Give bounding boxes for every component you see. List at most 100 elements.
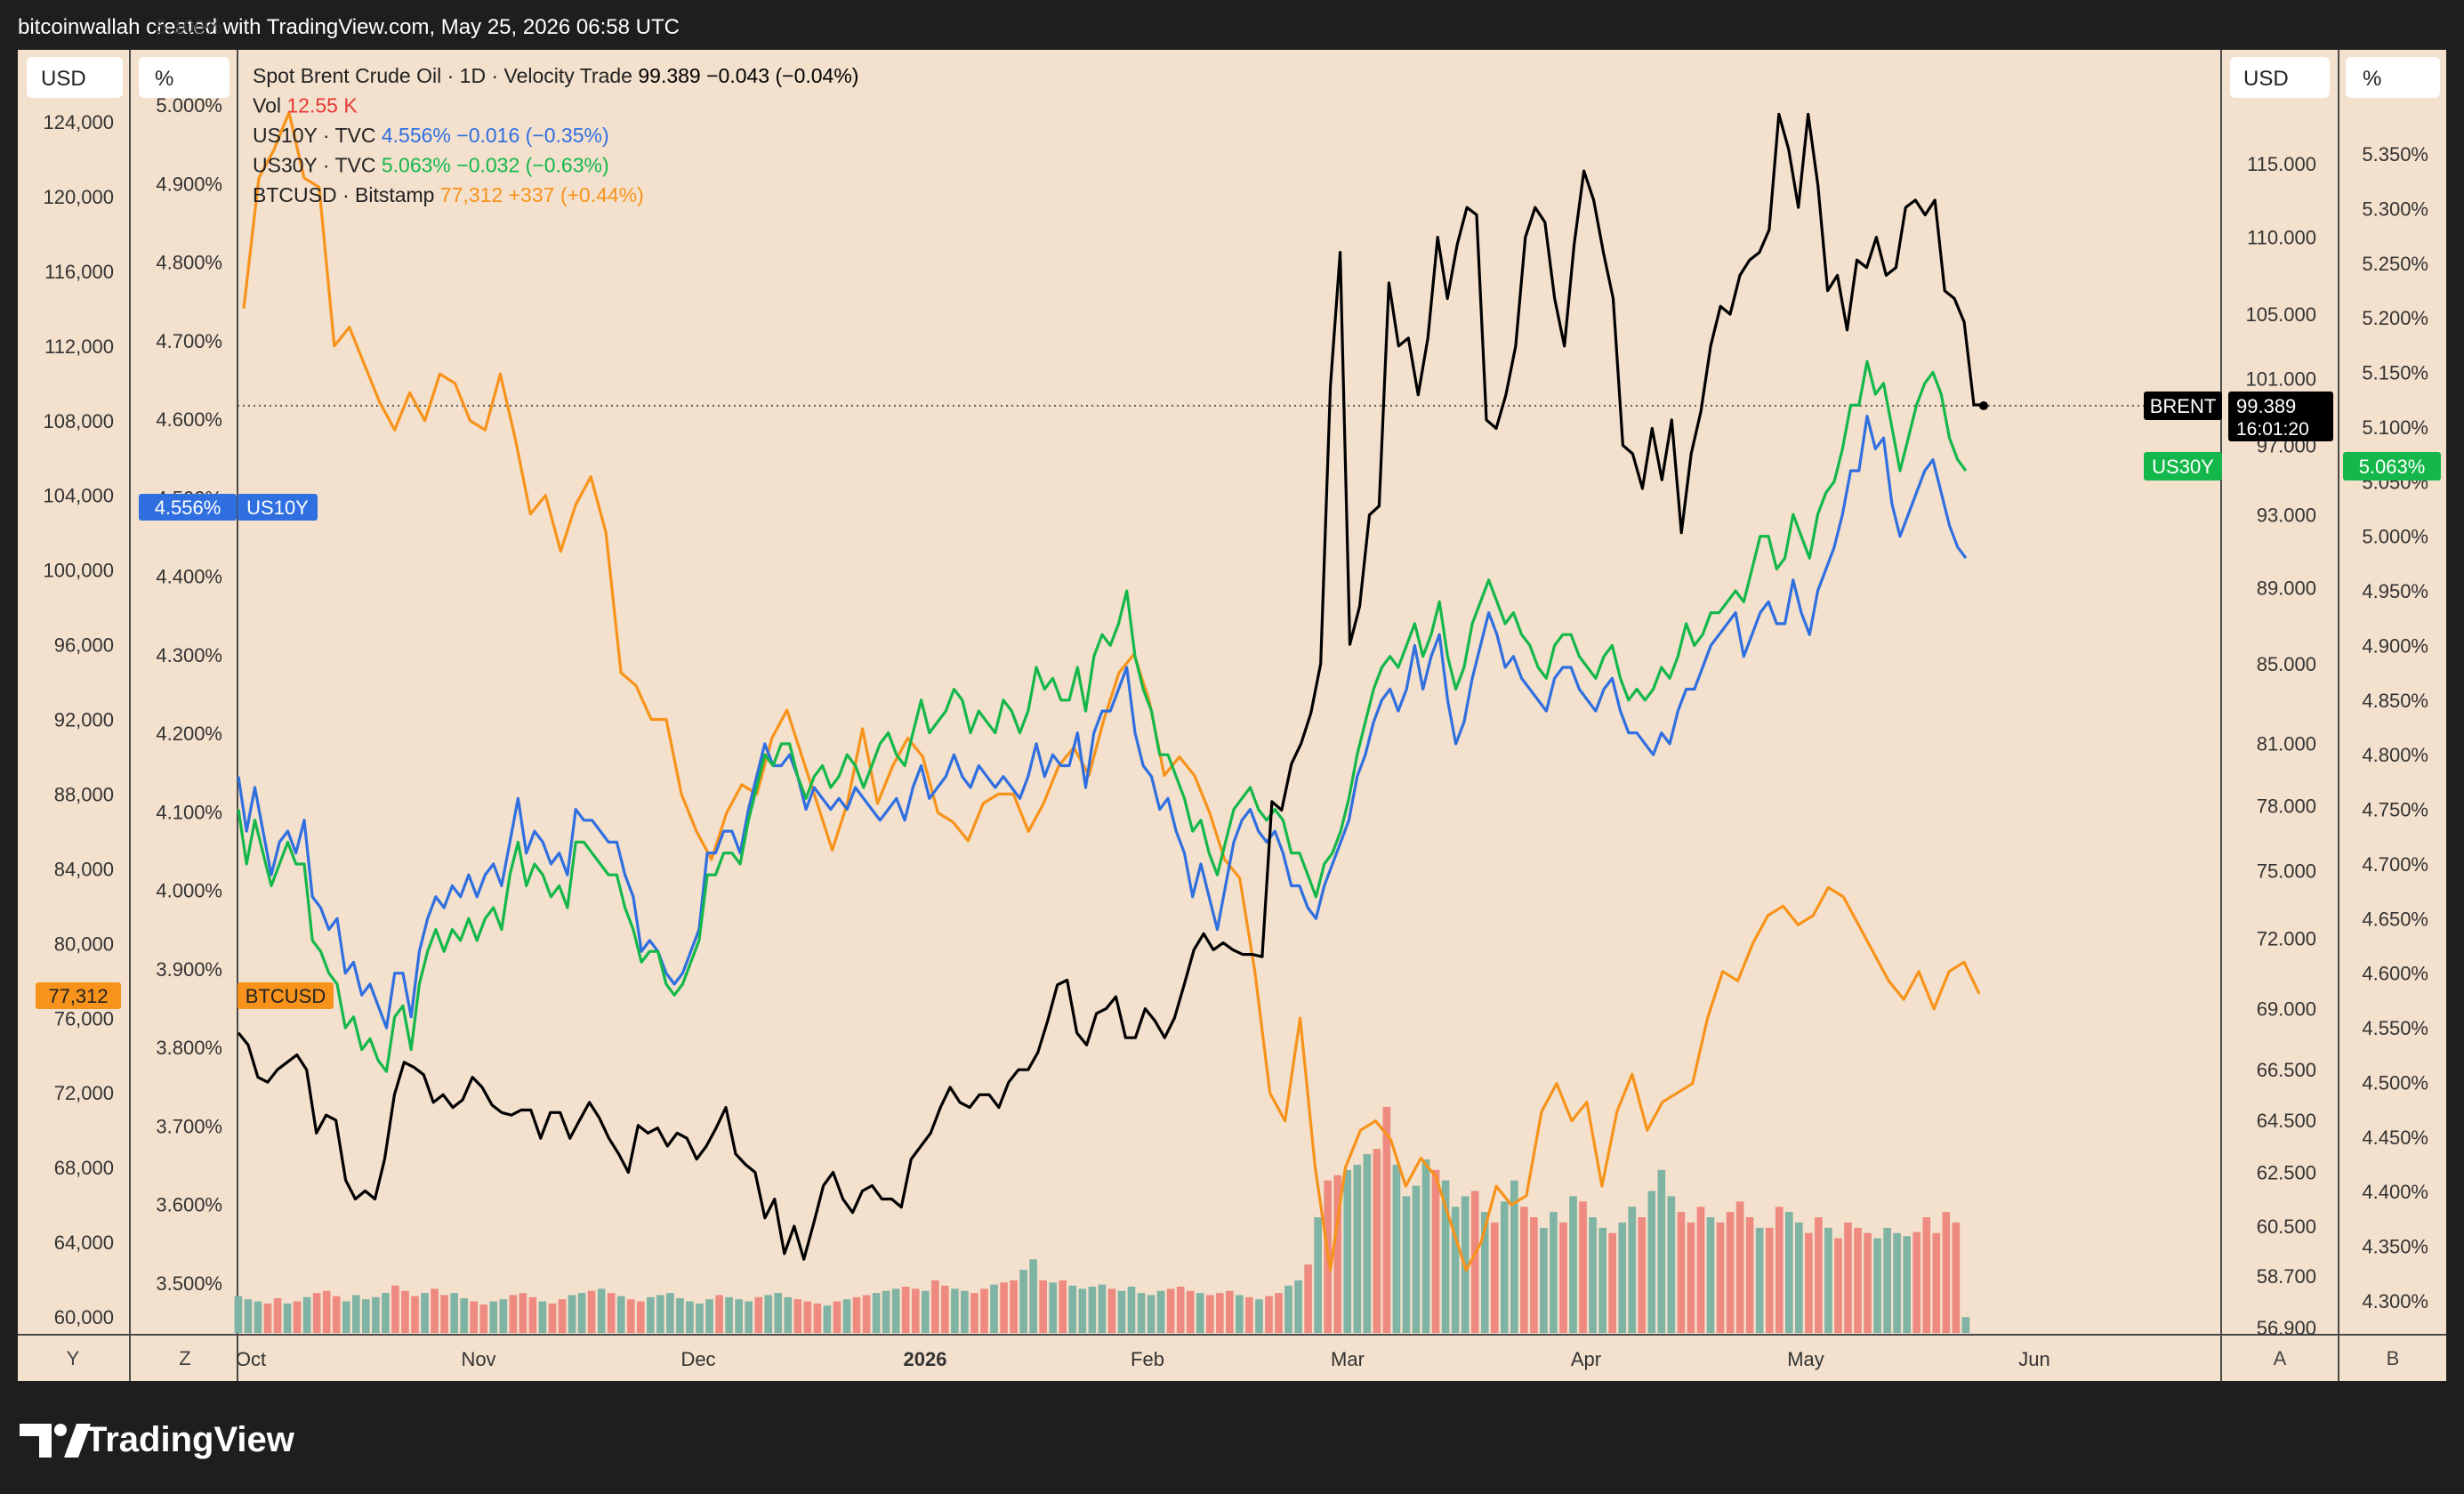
volume-bar	[1873, 1238, 1881, 1333]
volume-bar	[1775, 1207, 1784, 1333]
brent-axis-tick-11: 85.000	[2257, 653, 2316, 675]
volume-bar	[577, 1293, 586, 1333]
volume-bar	[1589, 1217, 1597, 1333]
volume-bar	[342, 1301, 350, 1333]
volume-bar	[1117, 1290, 1126, 1333]
right-percent-button[interactable]: %	[2346, 57, 2440, 98]
volume-bar	[401, 1290, 409, 1333]
volume-bar	[656, 1295, 664, 1333]
volume-bar	[626, 1299, 635, 1333]
left-percent-button[interactable]: %	[139, 57, 229, 98]
volume-bar	[1726, 1212, 1735, 1333]
btc-price-tag-value: 77,312	[48, 985, 108, 1007]
volume-bar	[351, 1295, 360, 1333]
volume-bar	[1647, 1191, 1656, 1333]
volume-bar	[951, 1288, 959, 1333]
left-currency-button[interactable]: USD	[27, 57, 123, 98]
brent-axis-tick-10: 81.000	[2257, 733, 2316, 755]
volume-bar	[1824, 1227, 1832, 1333]
volume-bar	[891, 1288, 900, 1333]
volume-bar	[293, 1301, 302, 1333]
volume-bar	[1029, 1259, 1037, 1333]
volume-bar	[382, 1293, 390, 1333]
brent-axis-tick-17: 110.000	[2247, 227, 2316, 249]
btc-axis-tick-4: 76,000	[54, 1007, 114, 1030]
volume-bar	[528, 1296, 537, 1333]
btc-axis-tick-1: 64,000	[54, 1232, 114, 1254]
chart-legend: Spot Brent Crude Oil · 1D · Velocity Tra…	[253, 64, 858, 206]
legend-name-4: BTCUSD · Bitstamp	[253, 183, 440, 206]
time-axis-tick-2: Dec	[680, 1348, 715, 1370]
volume-bar	[1618, 1222, 1626, 1333]
header-credit: bitcoinwallah created with TradingView.c…	[18, 15, 680, 39]
right-yield-axis-tick-11: 4.850%	[2362, 690, 2428, 712]
volume-bar	[705, 1299, 713, 1333]
us30y-price-tag-value: 5.063%	[2359, 456, 2426, 478]
corner-button-a[interactable]: A	[2274, 1347, 2287, 1369]
corner-button-y[interactable]: Y	[67, 1347, 80, 1369]
volume-bar	[1215, 1293, 1224, 1333]
time-axis-tick-0: Oct	[236, 1348, 266, 1370]
volume-bar	[1638, 1217, 1647, 1333]
brent-axis-tick-12: 89.000	[2257, 577, 2316, 599]
right-yield-axis-tick-19: 5.250%	[2362, 253, 2428, 275]
right-yield-axis-tick-0: 4.300%	[2362, 1290, 2428, 1312]
volume-bar	[558, 1299, 567, 1333]
right-yield-axis-tick-3: 4.450%	[2362, 1127, 2428, 1149]
volume-bar	[460, 1298, 468, 1333]
volume-bar	[882, 1290, 890, 1333]
corner-button-z[interactable]: Z	[179, 1347, 190, 1369]
volume-bar	[1844, 1222, 1852, 1333]
volume-bar	[1421, 1159, 1430, 1333]
us30y-price-tag: US30Y 5.063%	[2144, 452, 2441, 481]
legend-value-2: 4.556%	[382, 124, 456, 147]
right-yield-axis-tick-5: 4.550%	[2362, 1017, 2428, 1039]
volume-bar	[921, 1290, 930, 1333]
left-yield-axis-tick-15: 5.000%	[156, 94, 222, 117]
volume-bar	[1530, 1217, 1538, 1333]
volume-bar	[273, 1298, 282, 1333]
volume-bar	[234, 1296, 243, 1333]
volume-bar	[1265, 1296, 1273, 1333]
volume-bar	[1922, 1217, 1931, 1333]
volume-bar	[263, 1303, 272, 1333]
tradingview-logo-mark-right	[64, 1424, 91, 1458]
volume-bar	[1912, 1232, 1921, 1333]
right-yield-axis-tick-16: 5.100%	[2362, 416, 2428, 439]
volume-bar	[1343, 1169, 1352, 1333]
volume-bar	[1176, 1287, 1185, 1333]
time-axis-tick-8: Jun	[2018, 1348, 2049, 1370]
volume-bar	[332, 1296, 341, 1333]
brent-axis-tick-0: 56.900	[2257, 1317, 2316, 1339]
volume-bar	[1392, 1164, 1401, 1333]
volume-bar	[616, 1296, 625, 1333]
volume-bar	[1236, 1295, 1244, 1333]
volume-bar	[1049, 1282, 1058, 1333]
legend-name-3: US30Y · TVC	[253, 154, 382, 177]
us10y-price-tag-value-bg	[139, 494, 237, 521]
brent-axis-tick-5: 66.500	[2257, 1059, 2316, 1081]
volume-bar	[1755, 1227, 1764, 1333]
brent-price-tag-value-bg	[2228, 392, 2333, 441]
volume-bar	[1441, 1180, 1450, 1333]
volume-bar	[1550, 1212, 1558, 1333]
volume-bar	[1716, 1222, 1725, 1333]
us10y-price-tag-value: 4.556%	[155, 497, 221, 519]
corner-button-b[interactable]: B	[2387, 1347, 2400, 1369]
volume-bar	[862, 1295, 871, 1333]
volume-bar	[647, 1296, 655, 1333]
legend-value-3: 5.063%	[382, 154, 456, 177]
brent-axis-tick-13: 93.000	[2257, 505, 2316, 527]
volume-bar	[1431, 1169, 1440, 1333]
legend-change-3: −0.032 (−0.63%)	[456, 154, 608, 177]
volume-bar	[1245, 1296, 1253, 1333]
right-percent-button-label: %	[2363, 67, 2381, 91]
volume-bar	[754, 1296, 762, 1333]
volume-bar	[302, 1296, 311, 1333]
right-currency-button[interactable]: USD	[2230, 57, 2330, 98]
left-yield-axis-tick-14: 4.900%	[156, 173, 222, 195]
brent-price-tag-value: 99.389	[2236, 395, 2296, 417]
volume-bar	[1088, 1287, 1097, 1333]
us10y-price-tag-name: US10Y	[246, 497, 309, 519]
volume-bar	[1156, 1290, 1165, 1333]
